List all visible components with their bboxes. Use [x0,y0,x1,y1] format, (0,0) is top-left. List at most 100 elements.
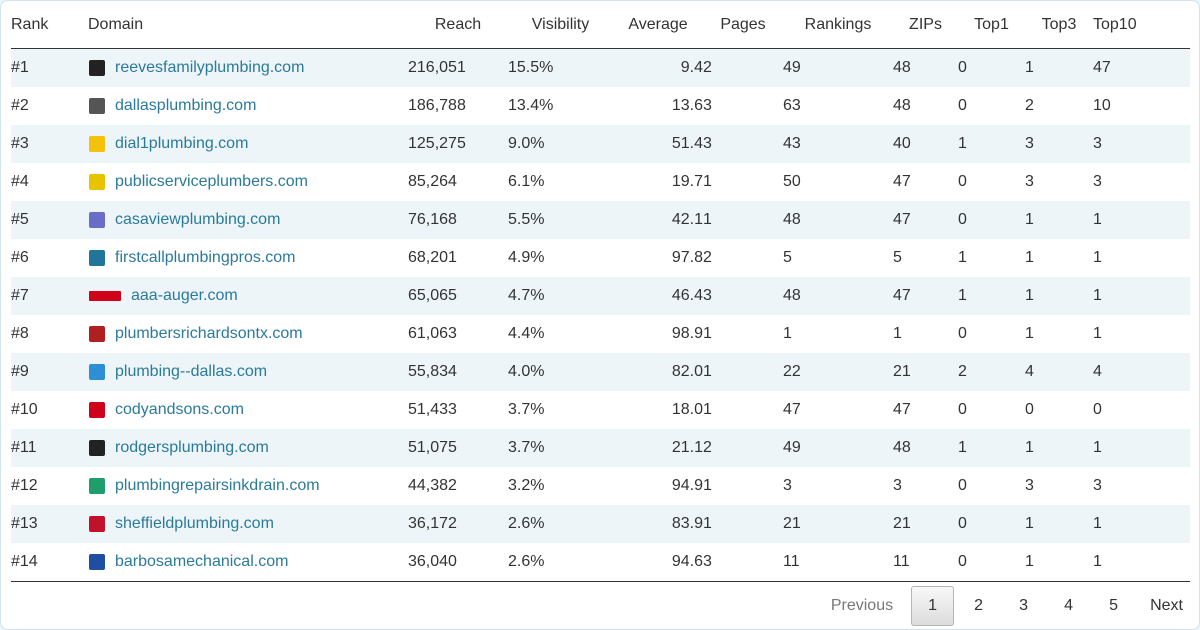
domain-link[interactable]: codyandsons.com [115,401,244,418]
cell-top10: 1 [1093,429,1190,467]
previous-page-button[interactable]: Previous [830,597,894,614]
cell-top10: 3 [1093,125,1190,163]
cell-reach: 36,040 [408,543,508,582]
cell-rank: #10 [11,401,38,418]
table-row: #13 sheffieldplumbing.com 36,172 2.6% 83.9 1 2… [11,505,1190,543]
cell-rankings: 49 [783,48,893,87]
cell-top3: 1 [1025,429,1093,467]
cell-visibility: 4.4% [508,325,545,342]
cell-rankings: 63 [783,97,801,114]
wordpress-icon [89,250,105,266]
cell-visibility: 5.5% [508,201,613,239]
cell-reach: 65,065 [408,277,508,315]
cell-average: 21.1 [613,429,703,467]
cell-average: 42.1 [613,201,703,239]
cell-top10: 1 [1093,505,1190,543]
domain-link[interactable]: plumbersrichardsontx.com [115,325,303,342]
domain-cell-content: publicserviceplumbers.com [88,173,408,191]
column-header-top1[interactable]: Top1 [958,1,1025,49]
domain-link[interactable]: plumbingrepairsinkdrain.com [115,477,320,494]
column-header-top10[interactable]: Top10 [1093,1,1190,49]
page-button-3[interactable]: 3 [1019,597,1029,614]
cell-pages: 1 [703,325,712,342]
cell-visibility: 3.7% [508,429,613,467]
cell-average: 19.7 [671,173,703,190]
domain-link[interactable]: plumbing--dallas.com [115,363,268,380]
domain-link[interactable]: rodgersplumbing.com [115,439,269,456]
cell-visibility: 13.4% [508,97,554,114]
cell-visibility: 15.5% [508,48,613,87]
cell-rank: #3 [11,125,88,163]
domain-link[interactable]: firstcallplumbingpros.com [115,249,296,266]
column-header-rank[interactable]: Rank [11,1,88,49]
domain-link[interactable]: barbosamechanical.com [115,553,289,570]
page-button-5[interactable]: 5 [1109,597,1119,614]
table-header-row: Rank Domain Reach Visibility Average Pag… [11,1,1190,49]
cell-visibility: 4.9% [508,249,545,266]
cell-average: 9.4 [613,48,703,87]
cell-domain: barbosamechanical.com [88,543,408,582]
domain-cell-content: barbosamechanical.com [88,553,408,571]
cell-domain: codyandsons.com [88,391,408,429]
column-header-zips[interactable]: ZIPs [893,1,958,49]
page-button-4[interactable]: 4 [1064,597,1074,614]
cell-visibility: 3.7% [508,401,545,418]
column-header-average[interactable]: Average [613,1,703,49]
domain-link[interactable]: casaviewplumbing.com [115,211,281,228]
domain-link[interactable]: sheffieldplumbing.com [115,515,274,532]
cell-top1: 2 [958,353,1025,391]
page-button-2[interactable]: 2 [974,597,984,614]
cell-top3: 1 [1025,325,1034,342]
cell-reach: 68,201 [408,249,457,266]
domain-link[interactable]: aaa-auger.com [131,287,238,304]
cell-zips: 11 [893,543,958,582]
cell-rankings: 3 [783,477,792,494]
cell-top3: 0 [1025,401,1034,418]
column-header-rankings[interactable]: Rankings [783,1,893,49]
page-button-1[interactable]: 1 [911,586,955,626]
column-header-top3[interactable]: Top3 [1025,1,1093,49]
table-row: #2 dallasplumbing.com 186,788 13.4% 13.6 3 63 4… [11,87,1190,125]
domain-link[interactable]: dallasplumbing.com [115,97,257,114]
cell-top3: 1 [1025,48,1093,87]
domain-cell-content: dallasplumbing.com [88,97,408,115]
cell-reach: 51,075 [408,429,508,467]
green-faucet-icon [89,478,105,494]
domain-link[interactable]: reevesfamilyplumbing.com [115,59,305,76]
cell-top10: 1 [1093,543,1190,582]
next-page-button[interactable]: Next [1150,597,1183,614]
cell-reach: 186,788 [408,97,466,114]
column-header-pages[interactable]: Pages [703,1,783,49]
cell-top10: 1 [1093,325,1102,342]
cell-visibility: 3.2% [508,477,545,494]
cell-rank: #12 [11,477,38,494]
domain-link[interactable]: publicserviceplumbers.com [115,173,308,190]
cell-zips: 48 [893,97,911,114]
cell-top3: 1 [1025,543,1093,582]
cell-zips: 21 [893,505,958,543]
red-swoosh-icon [89,516,105,532]
column-header-domain[interactable]: Domain [88,1,408,49]
cell-rank: #14 [11,543,88,582]
cell-visibility: 4.0% [508,353,613,391]
cell-domain: plumbingrepairsinkdrain.com [88,467,408,505]
domain-cell-content: reevesfamilyplumbing.com [88,59,408,77]
domain-link[interactable]: dial1plumbing.com [115,135,249,152]
column-header-visibility[interactable]: Visibility [508,1,613,49]
cell-pages: 3 [703,97,712,114]
cell-average: 94.9 [671,477,703,494]
cell-average: 82.0 [613,353,703,391]
cell-domain: aaa-auger.com [88,277,408,315]
cell-reach: 44,382 [408,477,457,494]
dark-logo-icon [89,60,105,76]
table-row: #9 plumbing--dallas.com 55,834 4.0% 82.0 1 22 2… [11,353,1190,391]
cell-rankings: 22 [783,353,893,391]
table-row: #4 publicserviceplumbers.com 85,264 6.1% 19.… [11,163,1190,201]
column-header-reach[interactable]: Reach [408,1,508,49]
cell-pages: 2 [703,48,783,87]
cell-domain: rodgersplumbing.com [88,429,408,467]
cell-pages: 3 [703,277,783,315]
cell-rankings: 1 [783,325,792,342]
cell-average: 46.4 [613,277,703,315]
cell-visibility: 4.7% [508,277,613,315]
